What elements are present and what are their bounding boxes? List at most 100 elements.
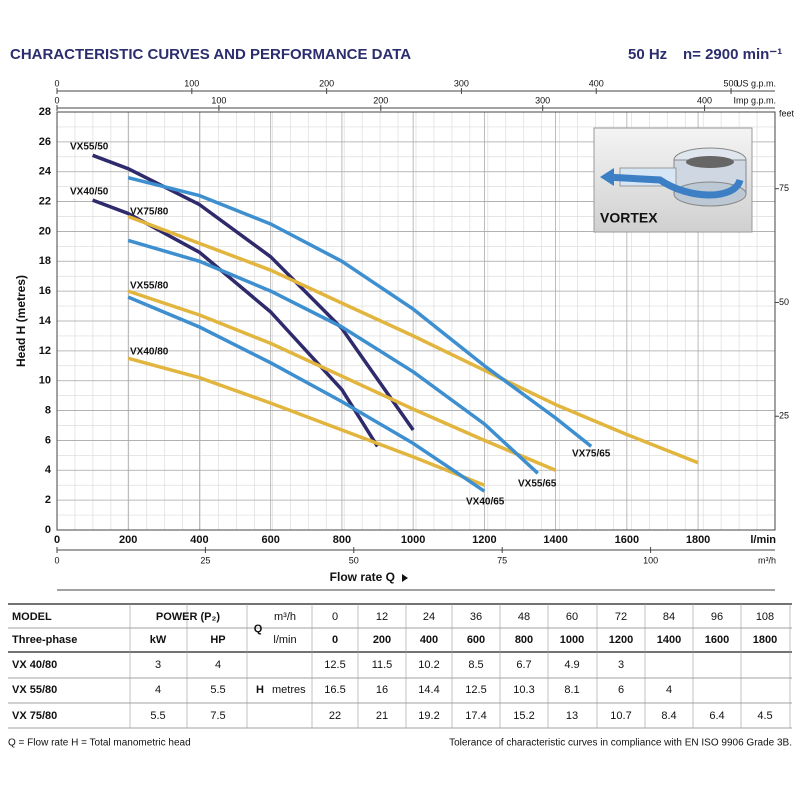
inset-label: VORTEX — [600, 210, 658, 226]
table-text: VX 55/80 — [12, 684, 57, 696]
table-text: 96 — [711, 611, 723, 623]
plot: 0 200 400 600 800 1000 1200 1400 1600 18000246810… — [14, 78, 795, 591]
table-text: 22 — [329, 710, 341, 722]
curve-label: VX55/65 — [518, 479, 557, 490]
y-tick-label: 18 — [39, 255, 51, 267]
feet-tick-label: 25 — [779, 411, 789, 421]
x-tick-label: 0 — [54, 534, 60, 546]
tick-label: 200 — [373, 95, 388, 105]
table-text: 36 — [470, 611, 482, 623]
table-text: 4 — [215, 659, 221, 671]
table-text: 1200 — [609, 634, 633, 646]
flow-arrow — [605, 173, 744, 199]
y-tick-label: 4 — [45, 464, 52, 476]
table-text: 0 — [332, 634, 338, 646]
x-axis-title: Flow rate Q — [330, 570, 395, 584]
y-tick-label: 22 — [39, 195, 51, 207]
table-text: 4 — [666, 684, 672, 696]
table-text: kW — [150, 634, 167, 646]
performance-table: MODEL Three-phase POWER (P₂) kW HP Qm³/h l/min… — [8, 603, 792, 729]
x-tick-label: 1200 — [472, 534, 496, 546]
curve-label: VX75/65 — [572, 449, 611, 460]
table-text: Three-phase — [12, 634, 77, 646]
table-text: 16 — [376, 684, 388, 696]
tick-label: 0 — [54, 95, 59, 105]
feet-unit: feet — [779, 108, 795, 118]
table-text: 4.9 — [564, 659, 579, 671]
chart-title: CHARACTERISTIC CURVES AND PERFORMANCE DA… — [10, 46, 411, 63]
curve-label: VX40/50 — [70, 187, 109, 198]
table-text: H — [256, 684, 264, 696]
y-tick-label: 24 — [39, 166, 52, 178]
table-text: 17.4 — [465, 710, 486, 722]
table-text: 10.7 — [610, 710, 631, 722]
y-tick-label: 28 — [39, 106, 51, 118]
table-text: 800 — [515, 634, 533, 646]
table-text: 1400 — [657, 634, 681, 646]
table-text: 11.5 — [372, 659, 393, 671]
tick-label: 0 — [54, 555, 59, 565]
y-tick-label: 6 — [45, 434, 51, 446]
curve — [127, 356, 486, 487]
table-text: l/min — [273, 634, 296, 646]
arrow-head — [600, 168, 614, 186]
table-text: 16.5 — [324, 684, 345, 696]
table-text: 10.3 — [513, 684, 534, 696]
table-text: 6.7 — [516, 659, 531, 671]
table-text: 84 — [663, 611, 675, 623]
table-text: 5.5 — [210, 684, 225, 696]
speed: n= 2900 min⁻¹ — [683, 46, 782, 63]
table-text: 48 — [518, 611, 530, 623]
table-text: 21 — [376, 710, 388, 722]
axis-unit: US g.p.m. — [736, 78, 776, 88]
y-tick-label: 20 — [39, 225, 51, 237]
axis-unit: Imp g.p.m. — [733, 95, 776, 105]
table-text: 0 — [332, 611, 338, 623]
table-text: 8.4 — [661, 710, 676, 722]
tick-label: 200 — [319, 78, 334, 88]
tick-label: 75 — [497, 555, 507, 565]
axis-unit: m³/h — [758, 555, 776, 565]
table-text: 1600 — [705, 634, 729, 646]
table-text: 60 — [566, 611, 578, 623]
table-text: VX 40/80 — [12, 659, 57, 671]
y-tick-label: 16 — [39, 285, 51, 297]
curve-label: VX40/80 — [130, 347, 169, 358]
tick-label: 100 — [643, 555, 658, 565]
curve — [127, 214, 699, 465]
y-tick-label: 2 — [45, 494, 51, 506]
tick-label: 0 — [54, 78, 59, 88]
table-text: 108 — [756, 611, 774, 623]
y-tick-label: 12 — [39, 345, 51, 357]
frequency: 50 Hz — [628, 46, 667, 63]
table-text: 15.2 — [513, 710, 534, 722]
table-text: 10.2 — [418, 659, 439, 671]
curve — [91, 198, 379, 448]
table-text: 200 — [373, 634, 391, 646]
table-text: 12.5 — [465, 684, 486, 696]
tick-label: 100 — [184, 78, 199, 88]
tick-label: 300 — [535, 95, 550, 105]
curve — [91, 153, 415, 432]
table-text: 600 — [467, 634, 485, 646]
y-axis-title: Head H (metres) — [14, 275, 28, 367]
table-text: 13 — [566, 710, 578, 722]
plot-frame — [56, 111, 776, 531]
table-text: POWER (P₂) — [156, 611, 221, 623]
x-tick-label: 200 — [119, 534, 137, 546]
y-tick-label: 14 — [39, 315, 52, 327]
y-tick-label: 26 — [39, 136, 51, 148]
tick-label: 100 — [211, 95, 226, 105]
vortex-inset: VORTEX — [593, 127, 753, 233]
tick-label: 500 — [724, 78, 739, 88]
curve-label: VX55/50 — [70, 142, 109, 153]
x-tick-label: 800 — [333, 534, 351, 546]
curve — [127, 295, 486, 493]
table-text: m³/h — [274, 611, 296, 623]
y-tick-label: 0 — [45, 524, 51, 536]
table-text: 7.5 — [210, 710, 225, 722]
table-text: 3 — [618, 659, 624, 671]
tick-label: 50 — [349, 555, 359, 565]
curve — [127, 238, 539, 475]
